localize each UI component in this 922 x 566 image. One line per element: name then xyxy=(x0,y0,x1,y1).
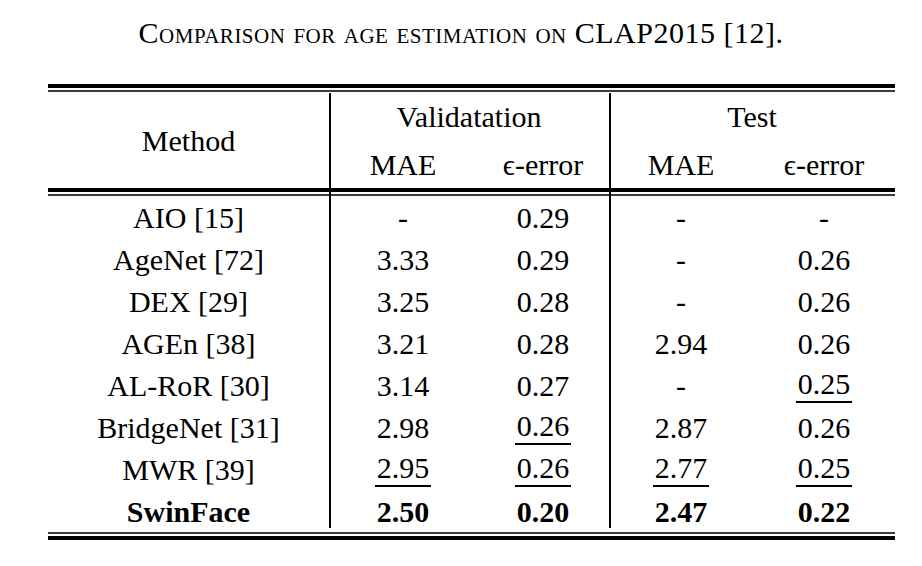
validation-mae-cell: 2.98 xyxy=(329,411,477,444)
table-body: AIO [15] - 0.29 - - AgeNet [72] 3.33 0.2… xyxy=(48,196,895,532)
table-row: DEX [29] 3.25 0.28 - 0.26 xyxy=(48,280,895,322)
header-group-test: Test xyxy=(609,100,895,133)
validation-mae-cell: 3.14 xyxy=(329,369,477,402)
test-eps-cell: 0.26 xyxy=(753,285,895,318)
header-validation-mae: MAE xyxy=(329,148,477,181)
underlined-value: 2.77 xyxy=(653,452,710,487)
validation-eps-cell: 0.26 xyxy=(477,409,609,445)
test-mae-cell: 2.77 xyxy=(609,451,753,487)
method-cell: AIO [15] xyxy=(48,201,329,234)
underlined-value: 0.26 xyxy=(515,452,572,487)
test-mae-cell: - xyxy=(609,201,753,234)
validation-mae-cell: 3.21 xyxy=(329,327,477,360)
method-cell: AgeNet [72] xyxy=(48,243,329,276)
vertical-rule-method-validation xyxy=(329,93,331,528)
header-group-validation: Validatation xyxy=(329,100,609,133)
test-mae-cell: - xyxy=(609,243,753,276)
test-eps-cell: 0.22 xyxy=(753,495,895,528)
table-row: BridgeNet [31] 2.98 0.26 2.87 0.26 xyxy=(48,406,895,448)
test-mae-cell: - xyxy=(609,369,753,402)
header-test-mae: MAE xyxy=(609,148,753,181)
validation-eps-cell: 0.26 xyxy=(477,451,609,487)
test-mae-cell: 2.94 xyxy=(609,327,753,360)
method-cell: AGEn [38] xyxy=(48,327,329,360)
method-cell: AL-RoR [30] xyxy=(48,369,329,402)
table-row: AgeNet [72] 3.33 0.29 - 0.26 xyxy=(48,238,895,280)
table-row: AL-RoR [30] 3.14 0.27 - 0.25 xyxy=(48,364,895,406)
table-bottom-rule xyxy=(48,532,895,540)
header-validation-eps-error: ϵ-error xyxy=(477,148,609,181)
method-cell: DEX [29] xyxy=(48,285,329,318)
table-row: AGEn [38] 3.21 0.28 2.94 0.26 xyxy=(48,322,895,364)
test-eps-cell: 0.26 xyxy=(753,411,895,444)
method-cell: BridgeNet [31] xyxy=(48,411,329,444)
paper-table-figure: Comparison for age estimation on CLAP201… xyxy=(0,0,922,566)
test-eps-cell: 0.26 xyxy=(753,327,895,360)
validation-mae-cell: - xyxy=(329,201,477,234)
underlined-value: 0.26 xyxy=(515,410,572,445)
test-eps-cell: - xyxy=(753,201,895,234)
test-eps-cell: 0.25 xyxy=(753,367,895,403)
validation-eps-cell: 0.27 xyxy=(477,369,609,402)
test-mae-cell: - xyxy=(609,285,753,318)
underlined-value: 0.25 xyxy=(796,368,853,403)
table-header: Method Validatation Test MAE ϵ-error MAE… xyxy=(48,92,895,188)
underlined-value: 0.25 xyxy=(796,452,853,487)
test-mae-cell: 2.47 xyxy=(609,495,753,528)
validation-mae-cell: 3.25 xyxy=(329,285,477,318)
test-eps-cell: 0.25 xyxy=(753,451,895,487)
table-row-best: SwinFace 2.50 0.20 2.47 0.22 xyxy=(48,490,895,532)
table-header-rule xyxy=(48,188,895,196)
validation-mae-cell: 3.33 xyxy=(329,243,477,276)
table-top-rule xyxy=(48,84,895,92)
header-test-eps-error: ϵ-error xyxy=(753,148,895,181)
validation-eps-cell: 0.29 xyxy=(477,243,609,276)
table-caption: Comparison for age estimation on CLAP201… xyxy=(0,0,922,52)
validation-eps-cell: 0.28 xyxy=(477,327,609,360)
table-row: AIO [15] - 0.29 - - xyxy=(48,196,895,238)
test-mae-cell: 2.87 xyxy=(609,411,753,444)
validation-eps-cell: 0.20 xyxy=(477,495,609,528)
validation-eps-cell: 0.29 xyxy=(477,201,609,234)
method-cell: SwinFace xyxy=(48,495,329,528)
validation-eps-cell: 0.28 xyxy=(477,285,609,318)
table-row: MWR [39] 2.95 0.26 2.77 0.25 xyxy=(48,448,895,490)
method-cell: MWR [39] xyxy=(48,453,329,486)
test-eps-cell: 0.26 xyxy=(753,243,895,276)
comparison-table: Method Validatation Test MAE ϵ-error MAE… xyxy=(48,84,895,540)
vertical-rule-validation-test xyxy=(609,93,611,528)
header-method: Method xyxy=(48,124,329,157)
validation-mae-cell: 2.95 xyxy=(329,451,477,487)
underlined-value: 2.95 xyxy=(375,452,432,487)
validation-mae-cell: 2.50 xyxy=(329,495,477,528)
